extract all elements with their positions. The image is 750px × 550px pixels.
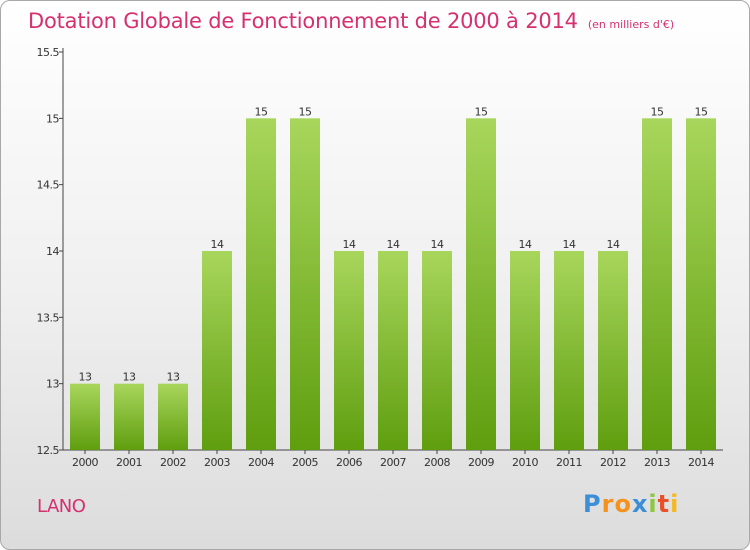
logo-letter: P (583, 490, 602, 518)
bar-2003 (202, 251, 232, 450)
logo-letter: x (631, 490, 649, 518)
data-label: 15 (255, 105, 268, 118)
bar-2004 (246, 118, 276, 450)
x-tick-label: 2009 (468, 456, 494, 469)
bar-2011 (554, 251, 584, 450)
data-label: 15 (695, 105, 708, 118)
data-label: 14 (211, 238, 224, 251)
x-tick-label: 2013 (644, 456, 670, 469)
x-tick-label: 2007 (380, 456, 406, 469)
data-label: 14 (607, 238, 620, 251)
logo-letter: t (657, 490, 671, 518)
data-label: 15 (299, 105, 312, 118)
chart-subtitle: (en milliers d'€) (587, 18, 675, 31)
commune-name: LANO (37, 496, 86, 517)
bar-2002 (158, 383, 188, 450)
bar-2005 (290, 118, 320, 450)
x-tick-label: 2005 (292, 456, 318, 469)
bar-2010 (510, 251, 540, 450)
bar-2001 (114, 383, 144, 450)
logo-letter: r (601, 490, 615, 518)
x-tick-label: 2008 (424, 456, 450, 469)
y-tick-label: 14.5 (37, 179, 60, 192)
x-tick-label: 2010 (512, 456, 538, 469)
title-line: Dotation Globale de Fonctionnement de 20… (28, 9, 674, 33)
x-tick-label: 2001 (116, 456, 142, 469)
x-tick-label: 2002 (160, 456, 186, 469)
x-tick-label: 2003 (204, 456, 230, 469)
data-label: 14 (563, 238, 576, 251)
data-label: 15 (475, 105, 488, 118)
x-tick-label: 2000 (72, 456, 98, 469)
chart-title: Dotation Globale de Fonctionnement de 20… (28, 9, 578, 33)
x-tick-label: 2012 (600, 456, 626, 469)
x-tick-label: 2004 (248, 456, 274, 469)
data-label: 14 (387, 238, 400, 251)
data-label: 14 (431, 238, 444, 251)
data-label: 14 (519, 238, 532, 251)
data-label: 15 (651, 105, 664, 118)
bar-2007 (378, 251, 408, 450)
y-tick-label: 13.5 (37, 311, 60, 324)
bar-2006 (334, 251, 364, 450)
x-tick-label: 2011 (556, 456, 582, 469)
y-tick-label: 12.5 (37, 444, 60, 457)
bar-2013 (642, 118, 672, 450)
logo-letter: i (670, 490, 680, 518)
bar-2009 (466, 118, 496, 450)
bar-2014 (686, 118, 716, 450)
x-tick-label: 2014 (688, 456, 714, 469)
bar-2012 (598, 251, 628, 450)
x-tick-label: 2006 (336, 456, 362, 469)
data-label: 14 (343, 238, 356, 251)
logo-letter: o (614, 490, 632, 518)
data-label: 13 (79, 371, 92, 384)
y-tick-label: 14 (46, 245, 59, 258)
y-tick-label: 13 (46, 378, 59, 391)
y-tick-label: 15 (46, 112, 59, 125)
bar-2008 (422, 251, 452, 450)
data-label: 13 (167, 371, 180, 384)
data-label: 13 (123, 371, 136, 384)
plot-area: 12.5 13 13.5 14 14.5 15 15.5 13 2000 13 2001 13 2002… (37, 46, 723, 469)
proxiti-logo: Proxiti (583, 490, 679, 518)
bar-2000 (70, 383, 100, 450)
y-tick-label: 15.5 (37, 46, 60, 59)
logo-letter: i (648, 490, 658, 518)
